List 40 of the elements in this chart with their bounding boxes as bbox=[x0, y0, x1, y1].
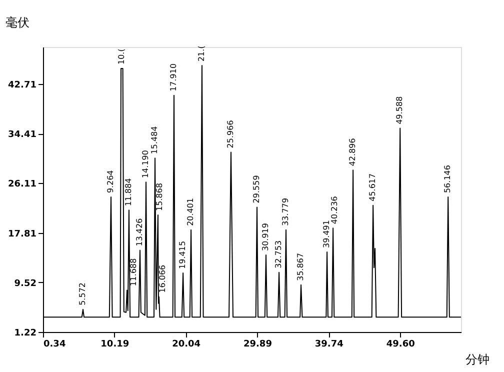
annotation: 25.966 bbox=[226, 120, 235, 148]
annotation: 19.415 bbox=[178, 240, 188, 269]
annotation: 21.( bbox=[196, 46, 206, 62]
y-tick-label: 42.71 bbox=[8, 80, 36, 90]
annotation: 9.264 bbox=[106, 170, 115, 194]
x-tick-label: 39.74 bbox=[314, 340, 344, 350]
y-tick-label: 34.41 bbox=[8, 130, 36, 140]
annotation: 29.559 bbox=[252, 175, 261, 204]
annotation: 35.867 bbox=[296, 252, 306, 281]
y-tick-label: 17.81 bbox=[8, 229, 36, 240]
annotation: 49.588 bbox=[395, 96, 404, 124]
annotation: 30.919 bbox=[260, 223, 270, 252]
annotation: 16.066 bbox=[158, 264, 167, 293]
y-tick-label: 9.52 bbox=[14, 278, 36, 289]
x-axis-title: 分钟 bbox=[466, 352, 490, 366]
annotation: 39.491 bbox=[322, 220, 332, 248]
annotation: 32.753 bbox=[274, 240, 284, 268]
annotation: 15.868 bbox=[154, 182, 164, 211]
annotation: 10.( bbox=[117, 48, 126, 65]
annotation: 40.236 bbox=[330, 196, 340, 224]
annotation: 33.779 bbox=[281, 198, 290, 226]
annotation: 5.572 bbox=[78, 282, 88, 306]
annotation: 13.426 bbox=[134, 218, 144, 246]
y-tick-label: 26.11 bbox=[8, 180, 36, 190]
annotation: 15.484 bbox=[150, 126, 160, 154]
x-tick-label: 29.89 bbox=[243, 340, 272, 350]
annotation: 14.190 bbox=[141, 150, 150, 178]
annotation: 11.688 bbox=[129, 258, 138, 286]
x-tick-label: 10.19 bbox=[100, 340, 130, 350]
annotation: 56.146 bbox=[443, 165, 452, 194]
annotation: 17.910 bbox=[168, 63, 178, 92]
x-tick-label: 49.60 bbox=[386, 340, 415, 350]
annotation: 20.401 bbox=[186, 198, 196, 226]
y-axis-title: 毫伏 bbox=[6, 16, 30, 30]
annotation: 45.617 bbox=[368, 173, 378, 202]
y-tick-label: 1.22 bbox=[14, 328, 36, 338]
annotation: 42.896 bbox=[348, 138, 358, 166]
x-tick-label: 20.04 bbox=[172, 340, 201, 350]
x-tick-label: 0.34 bbox=[44, 340, 66, 350]
annotation: 11.884 bbox=[124, 178, 133, 206]
